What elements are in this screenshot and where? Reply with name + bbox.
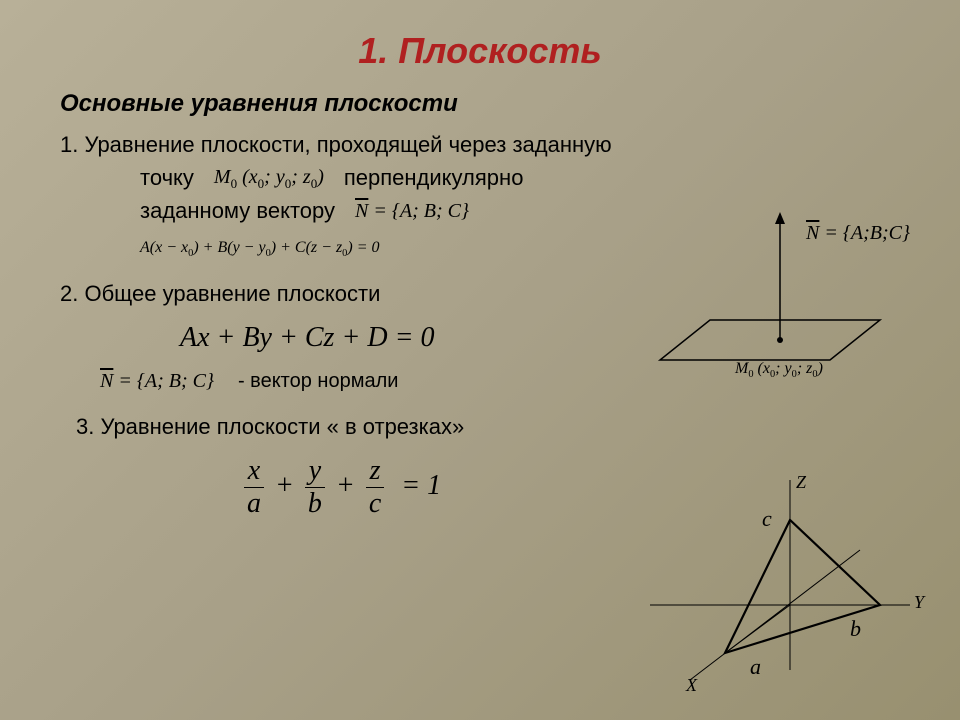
item2-eq-text: Ax + By + Cz + D = 0 (180, 322, 435, 353)
item1-line2b: перпендикулярно (344, 161, 524, 194)
axis-y-label: Y (914, 592, 924, 613)
item3-heading: 3. Уравнение плоскости « в отрезках» (60, 410, 900, 443)
item1-point: M0 (x0; y0; z0) (214, 162, 324, 194)
item1-line3-text: заданному вектору (140, 194, 335, 227)
frac-x: x (244, 455, 264, 488)
frac-a: a (244, 488, 264, 520)
frac-b: b (305, 488, 325, 520)
intercept-a: a (750, 654, 761, 680)
plus1: + (275, 470, 294, 501)
diagram-intercepts: Z Y X c b a (610, 470, 930, 700)
axis-x-label: X (686, 675, 697, 696)
item2-normal: N = {A; B; C} (100, 370, 214, 393)
intercept-c: c (762, 506, 772, 532)
diagram2-svg (610, 470, 930, 700)
slide-title: 1. Плоскость (60, 30, 900, 72)
item1-line2a: точку (140, 161, 194, 194)
intercept-b: b (850, 616, 861, 642)
item1-eq-text: A(x − x0) + B(y − y0) + C(z − z0) = 0 (140, 239, 380, 256)
diagram1-point-label: M0 (x0; y0; z0) (735, 360, 823, 380)
item1-line1: 1. Уравнение плоскости, проходящей через… (60, 128, 900, 161)
frac-z: z (366, 455, 384, 488)
eq1: = 1 (401, 470, 441, 501)
item1-line2: точку M0 (x0; y0; z0) перпендикулярно (60, 161, 900, 194)
item3-eq-text: xa + yb + zc = 1 (240, 470, 441, 501)
item1-vector: N = {A; B; C} (355, 196, 469, 226)
diagram-plane-normal: N = {A;B;C} M0 (x0; y0; z0) (640, 210, 920, 410)
frac-c: c (366, 488, 384, 520)
frac-y: y (305, 455, 325, 488)
axis-z-label: Z (796, 472, 806, 493)
subtitle: Основные уравнения плоскости (60, 90, 900, 118)
item2-normal-label: - вектор нормали (238, 366, 398, 396)
plus2: + (336, 470, 355, 501)
diagram1-vector-label: N = {A;B;C} (806, 222, 910, 245)
